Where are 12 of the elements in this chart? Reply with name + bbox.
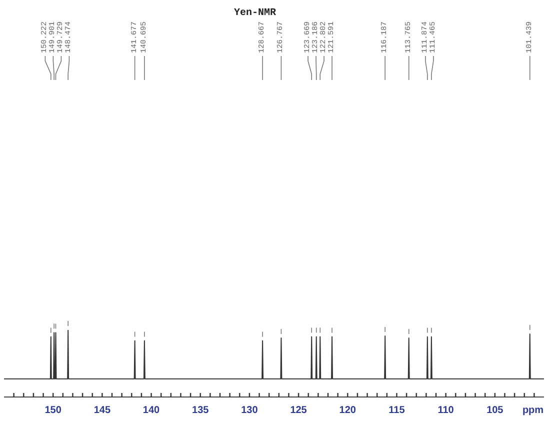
x-tick-label: 105 — [486, 405, 504, 416]
x-tick-label: 115 — [388, 405, 406, 416]
x-tick-label: 130 — [241, 405, 258, 416]
x-tick-label: 145 — [94, 405, 111, 416]
x-tick-label: 125 — [290, 405, 308, 416]
x-tick-label: 110 — [438, 405, 454, 416]
x-tick-label: 140 — [142, 405, 160, 416]
x-axis-title: ppm — [522, 405, 544, 416]
x-tick-label: 135 — [192, 405, 210, 416]
chart-title: Yen-NMR — [234, 8, 276, 19]
x-tick-label: 150 — [44, 405, 62, 416]
x-tick-label: 120 — [339, 405, 356, 416]
